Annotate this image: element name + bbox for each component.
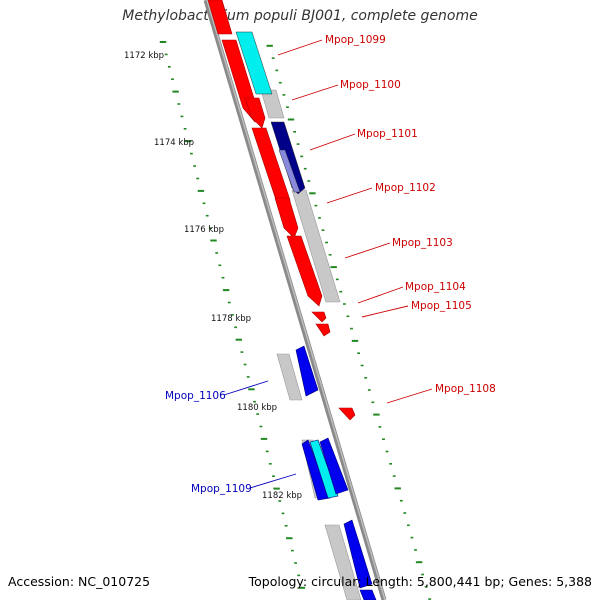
feature-block bbox=[276, 353, 303, 401]
gene-label-mpop-1101[interactable]: Mpop_1101 bbox=[357, 128, 418, 140]
tick-label-1174: 1174 kbp bbox=[154, 138, 194, 148]
gene-label-mpop-1105[interactable]: Mpop_1105 bbox=[411, 300, 472, 312]
ruler-labels: 1172 kbp 1174 kbp 1176 kbp 1178 kbp 1180… bbox=[124, 51, 302, 501]
gene-arrow-lightblue bbox=[278, 149, 301, 193]
callout-line bbox=[344, 242, 391, 259]
gene-arrow-mpop-1102 bbox=[274, 197, 299, 239]
gene-label-mpop-1102[interactable]: Mpop_1102 bbox=[375, 182, 436, 194]
callout-line bbox=[223, 380, 269, 396]
red-genes bbox=[207, 0, 356, 421]
gene-arrow-mpop-1104 bbox=[311, 311, 327, 323]
gene-label-mpop-1099[interactable]: Mpop_1099 bbox=[325, 34, 386, 46]
gene-callouts bbox=[223, 39, 433, 489]
callout-line bbox=[277, 39, 323, 56]
blue-genes bbox=[295, 345, 377, 600]
gene-arrow-mpop-1108 bbox=[338, 407, 356, 421]
callout-line bbox=[386, 388, 433, 404]
tick-label-1178: 1178 kbp bbox=[211, 314, 251, 324]
accession-text: Accession: NC_010725 bbox=[8, 574, 151, 589]
tick-label-1182: 1182 kbp bbox=[262, 491, 302, 501]
gene-arrow-mpop-1106 bbox=[295, 345, 319, 397]
gene-arrow-lower-b bbox=[359, 589, 377, 600]
gene-label-mpop-1109[interactable]: Mpop_1109 bbox=[191, 483, 252, 495]
callout-line bbox=[357, 286, 404, 304]
gene-arrow-mpop-1109-a bbox=[301, 439, 331, 501]
gene-label-mpop-1103[interactable]: Mpop_1103 bbox=[392, 237, 453, 249]
gene-label-mpop-1106[interactable]: Mpop_1106 bbox=[165, 390, 226, 402]
gene-label-mpop-1108[interactable]: Mpop_1108 bbox=[435, 383, 496, 395]
tick-label-1172: 1172 kbp bbox=[124, 51, 164, 61]
gc-ruler bbox=[266, 44, 432, 600]
gene-labels: Mpop_1099 Mpop_1100 Mpop_1101 Mpop_1102 … bbox=[165, 34, 496, 495]
callout-line bbox=[249, 473, 297, 489]
callout-line bbox=[309, 133, 356, 151]
tick-label-1176: 1176 kbp bbox=[184, 225, 224, 235]
gene-label-mpop-1104[interactable]: Mpop_1104 bbox=[405, 281, 466, 293]
callout-line bbox=[326, 187, 373, 204]
gene-arrow-mpop-1100 bbox=[244, 97, 266, 129]
callout-line bbox=[291, 84, 339, 101]
gene-arrow-mpop-1109-b bbox=[309, 439, 339, 499]
genome-summary-text: Topology: circular; Length: 5,800,441 bp… bbox=[248, 574, 592, 589]
gene-arrow bbox=[207, 0, 233, 35]
gene-arrow-mpop-1103 bbox=[286, 235, 323, 307]
genome-backbone bbox=[203, 0, 387, 600]
gene-arrow-mpop-1105 bbox=[315, 323, 331, 337]
tick-label-1180: 1180 kbp bbox=[237, 403, 277, 413]
gene-arrow-cyan bbox=[235, 31, 273, 95]
gene-arrow-lower bbox=[343, 519, 373, 589]
base-ruler bbox=[159, 41, 306, 589]
gene-label-mpop-1100[interactable]: Mpop_1100 bbox=[340, 79, 401, 91]
feature-block bbox=[260, 89, 285, 119]
colored-genes-upper bbox=[235, 31, 306, 195]
feature-block bbox=[324, 524, 362, 600]
gene-arrow-mpop-1109-c bbox=[319, 437, 349, 495]
callout-line bbox=[361, 305, 409, 318]
